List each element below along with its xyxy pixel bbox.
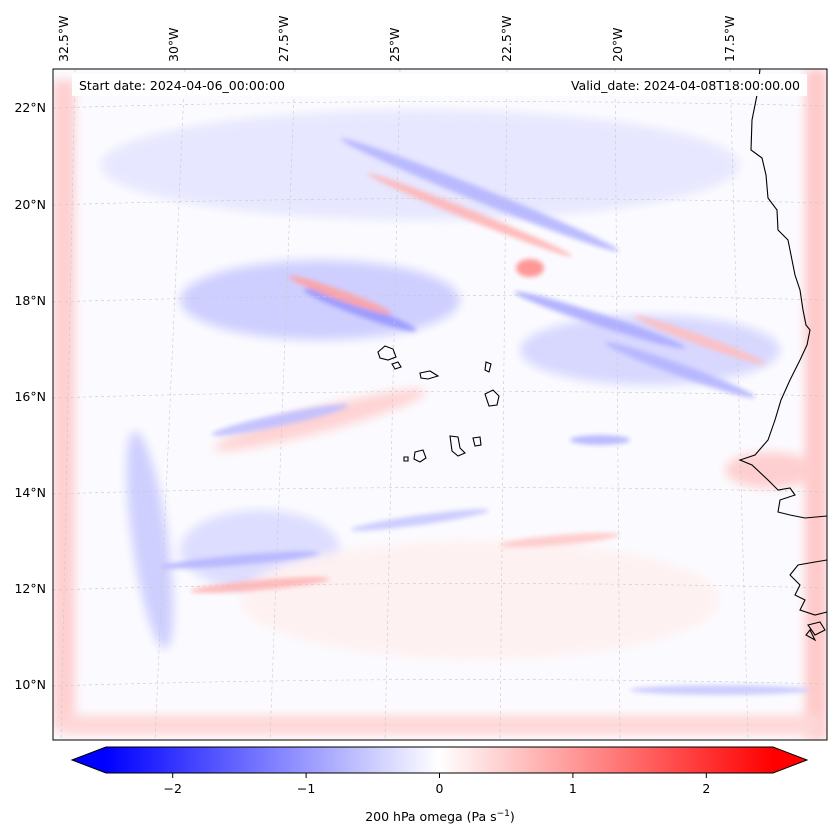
colorbar-label: 200 hPa omega (Pa s−1) — [365, 809, 515, 824]
lon-label: 22.5°W — [499, 16, 514, 62]
lon-label: 20°W — [610, 27, 625, 62]
east-coast-red — [725, 452, 815, 488]
blue-streak-8 — [350, 509, 490, 531]
lat-label: 10°N — [14, 677, 46, 692]
guinea-bissau-coast — [789, 559, 828, 616]
graticule — [53, 69, 827, 740]
date-strip-background — [72, 74, 807, 96]
lat-label: 14°N — [14, 485, 46, 500]
map-frame — [52, 68, 828, 741]
central-red-arc — [213, 389, 427, 451]
santiago-island — [449, 435, 466, 457]
red-streak-5 — [500, 532, 620, 548]
longitude-labels: 32.5°W 30°W 27.5°W 25°W 22.5°W 20°W 17.5… — [56, 16, 737, 62]
east-blue-zone — [520, 315, 780, 385]
lat-label: 16°N — [14, 389, 46, 404]
colorbar-tick-label: 0 — [436, 781, 444, 796]
lon-label: 17.5°W — [722, 16, 737, 62]
blue-streak-5 — [211, 404, 349, 436]
blue-streak-6 — [160, 551, 320, 569]
latitude-labels: 22°N 20°N 18°N 16°N 14°N 12°N 10°N — [14, 100, 46, 692]
blue-streak-7 — [570, 435, 630, 445]
west-africa-coastline — [738, 68, 828, 519]
colorbar: −2 −1 0 1 2 200 hPa omega (Pa s−1) — [70, 746, 809, 824]
colorbar-max-extension — [773, 747, 807, 773]
colorbar-tick-label: 1 — [569, 781, 577, 796]
blue-streak-4 — [604, 342, 756, 398]
colorbar-ticks: −2 −1 0 1 2 — [163, 773, 710, 796]
maio-island — [472, 436, 482, 447]
start-date-label: Start date: 2024-04-06_00:00:00 — [79, 78, 285, 93]
lat-label: 20°N — [14, 197, 46, 212]
omega-field — [53, 69, 827, 740]
blue-streak-2 — [303, 288, 417, 332]
colorbar-min-extension — [72, 747, 106, 773]
red-streak-4 — [190, 577, 330, 593]
west-blue-band — [126, 431, 174, 649]
sao-nicolau-island — [419, 370, 440, 380]
sal-island — [484, 361, 492, 373]
brava-island — [403, 456, 409, 462]
lon-label: 32.5°W — [56, 16, 71, 62]
colorbar-tick-label: −2 — [163, 781, 181, 796]
bissagos-islands — [805, 621, 826, 642]
lon-label: 25°W — [387, 27, 402, 62]
red-streak-2 — [288, 275, 392, 315]
colorbar-tick-label: −1 — [297, 781, 315, 796]
colorbar-tick-label: 2 — [702, 781, 710, 796]
west-boundary-band — [53, 80, 75, 730]
colorbar-body — [106, 747, 773, 773]
lat-label: 18°N — [14, 293, 46, 308]
blue-band-south — [630, 685, 810, 695]
santo-antao-island — [377, 345, 397, 361]
nw-se-blue-streak — [340, 138, 620, 252]
red-streak-3 — [634, 315, 766, 365]
lat-label: 22°N — [14, 100, 46, 115]
east-boundary-band — [805, 69, 827, 740]
blue-streak-3 — [514, 291, 686, 349]
lon-label: 30°W — [166, 27, 181, 62]
valid-date-label: Valid_date: 2024-04-08T18:00:00.00 — [571, 78, 800, 93]
colorbar-outline — [70, 746, 809, 774]
coastlines — [377, 68, 828, 642]
sao-vicente-island — [391, 361, 402, 370]
south-boundary-band — [60, 715, 820, 735]
map-panel: Start date: 2024-04-06_00:00:00 Valid_da… — [52, 68, 828, 741]
red-streak-north — [367, 173, 573, 257]
south-pink-zone — [240, 540, 720, 660]
lon-label: 27.5°W — [276, 16, 291, 62]
red-spot — [516, 259, 544, 277]
lat-label: 12°N — [14, 581, 46, 596]
fogo-island — [413, 449, 427, 463]
boa-vista-island — [484, 389, 500, 407]
